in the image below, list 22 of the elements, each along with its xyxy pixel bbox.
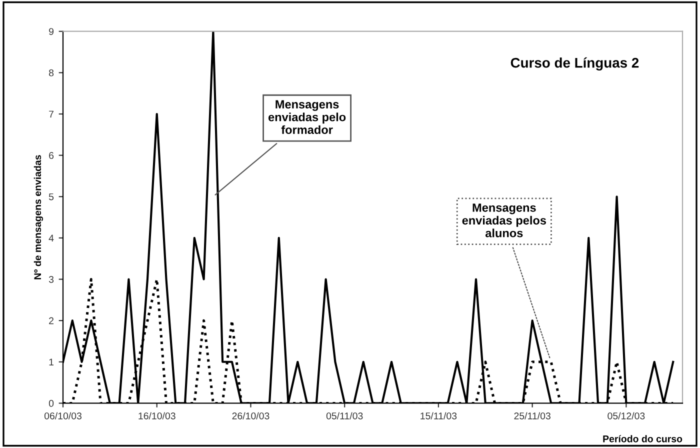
- x-tick-label: 26/10/03: [232, 412, 270, 420]
- y-tick-label: 2: [49, 317, 54, 324]
- y-tick-label: 7: [49, 110, 54, 118]
- y-axis-title: Nº de mensagens enviadas: [34, 155, 44, 280]
- y-tick-label: 5: [48, 193, 54, 200]
- text: Curso de Línguas 2: [510, 57, 639, 71]
- annotation: Mensagens enviadas pelos alunos: [462, 204, 546, 238]
- x-tick-label: 25/11/03: [514, 412, 550, 420]
- x-tick-label: 16/10/03: [138, 412, 176, 420]
- x-tick-label: 05/12/03: [608, 412, 645, 420]
- x-tick-label: 06/10/03: [44, 412, 82, 420]
- y-tick-label: 8: [48, 69, 54, 76]
- x-axis-title: Período do curso: [603, 435, 682, 442]
- y-tick-label: 9: [49, 28, 54, 35]
- x-tick-label: 15/11/03: [420, 412, 457, 420]
- y-tick-label: 0: [48, 400, 54, 407]
- x-tick-label: 05/11/03: [326, 412, 363, 420]
- annotation: Mensagens enviadas pelo formador: [268, 100, 346, 134]
- y-tick-label: 6: [49, 152, 54, 159]
- y-tick-label: 3: [48, 276, 54, 283]
- y-tick-label: 4: [48, 234, 54, 242]
- y-tick-label: 1: [49, 358, 54, 366]
